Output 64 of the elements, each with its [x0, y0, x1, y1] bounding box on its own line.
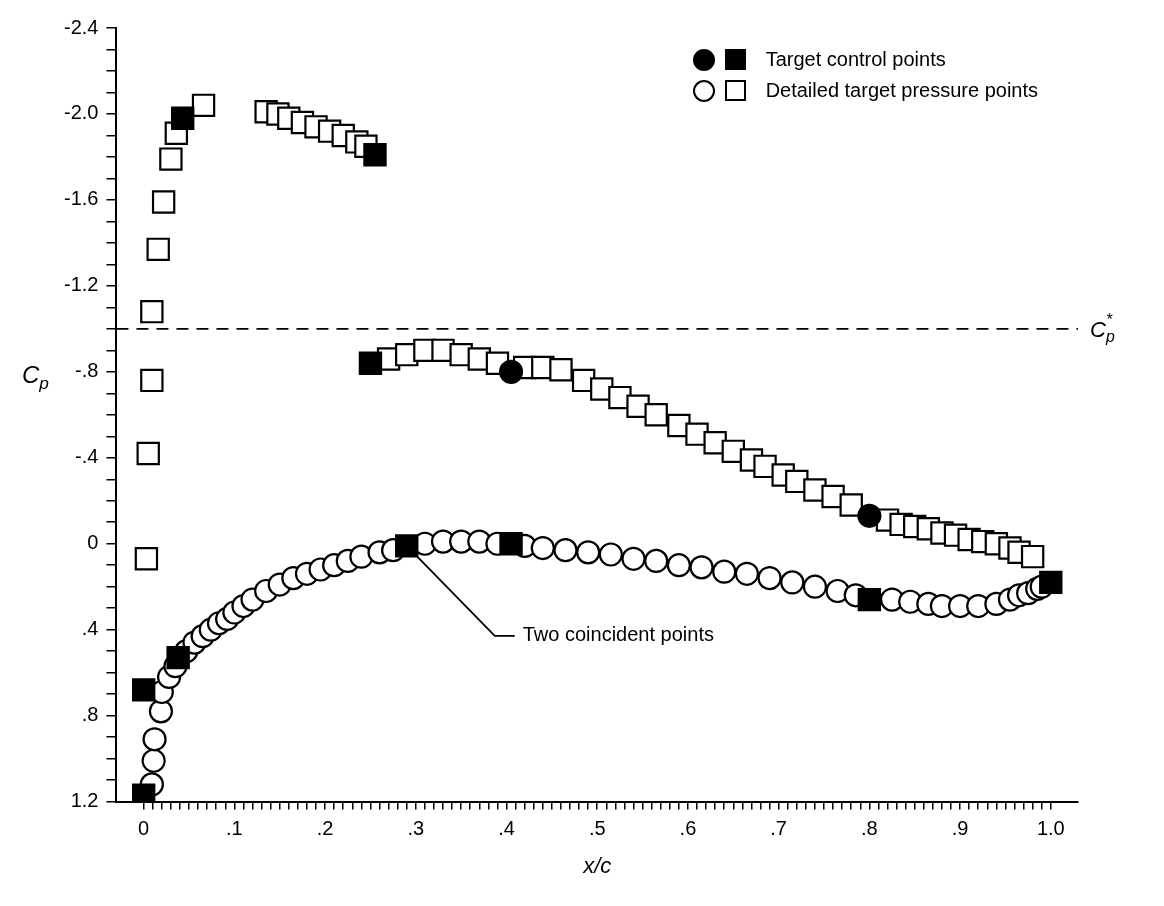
point: [159, 147, 183, 171]
point: [857, 503, 882, 528]
point: [802, 574, 828, 599]
y-tick-label: -2.4: [63, 15, 99, 38]
x-tick-label: .4: [498, 817, 515, 840]
x-tick-label: .3: [407, 817, 425, 840]
x-tick-label: .1: [226, 817, 243, 840]
point: [549, 357, 573, 382]
point: [134, 547, 159, 571]
x-tick-label: .6: [679, 817, 697, 840]
point: [141, 748, 166, 773]
x-tick-label: .5: [588, 817, 606, 840]
point: [140, 299, 164, 324]
point: [170, 106, 195, 130]
point: [689, 555, 714, 580]
point: [780, 570, 805, 595]
point: [148, 699, 174, 724]
y-tick-label: .8: [81, 703, 99, 726]
point: [644, 403, 668, 427]
x-tick-label: 1.0: [1036, 817, 1065, 840]
x-tick-label: .7: [770, 817, 787, 840]
point: [191, 93, 216, 118]
point: [498, 359, 524, 384]
point: [598, 542, 623, 567]
point: [166, 645, 190, 670]
point: [530, 535, 555, 561]
x-axis-title: x/c: [582, 852, 612, 878]
annotation: Two coincident points: [522, 623, 714, 646]
x-tick-label: 0: [138, 817, 150, 840]
point: [1039, 570, 1063, 595]
point: [395, 534, 419, 558]
y-tick-label: -1.2: [63, 273, 99, 296]
x-tick-label: .8: [861, 817, 878, 840]
legend-label: Detailed target pressure points: [765, 79, 1038, 102]
y-tick-label: .4: [81, 617, 99, 640]
point: [142, 727, 167, 752]
point: [146, 237, 170, 262]
x-tick-label: .2: [316, 817, 334, 840]
legend-label: Target control points: [765, 48, 946, 71]
point: [499, 532, 523, 556]
point: [576, 540, 601, 565]
y-tick-label: 1.2: [70, 789, 99, 812]
point: [151, 190, 176, 214]
point: [644, 548, 669, 574]
point: [363, 143, 387, 167]
point: [839, 493, 863, 517]
point: [1020, 544, 1045, 569]
y-tick-label: -.8: [75, 359, 99, 382]
point: [553, 538, 578, 563]
y-tick-label: -1.6: [63, 187, 99, 210]
x-tick-label: .9: [951, 817, 969, 840]
point: [857, 587, 882, 612]
point: [666, 553, 691, 578]
point: [712, 559, 737, 584]
point: [131, 678, 156, 702]
point: [140, 368, 164, 393]
point: [358, 351, 383, 375]
point: [734, 561, 760, 586]
point: [757, 566, 782, 591]
point: [621, 546, 646, 571]
y-tick-label: -.4: [75, 445, 99, 468]
y-tick-label: -2.0: [63, 101, 99, 124]
y-tick-label: 0: [87, 531, 99, 554]
point: [136, 441, 160, 466]
